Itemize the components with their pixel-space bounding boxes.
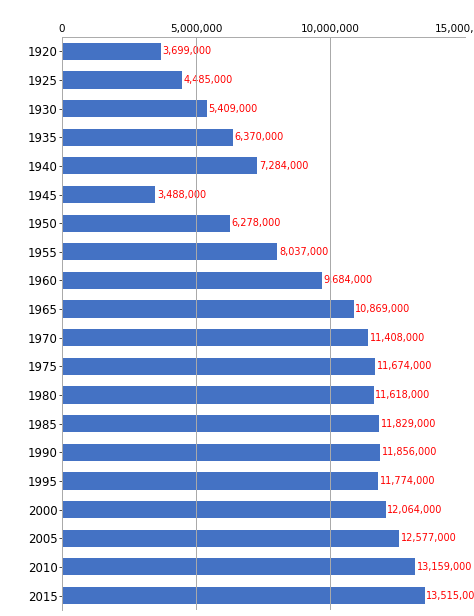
Text: 11,856,000: 11,856,000 [382,447,437,457]
Text: 5,409,000: 5,409,000 [209,103,258,113]
Bar [62,129,233,146]
Bar [62,157,257,174]
Text: 9,684,000: 9,684,000 [323,275,373,285]
Bar [62,214,230,232]
Bar [62,358,375,375]
Text: 10,869,000: 10,869,000 [355,304,410,314]
Bar [62,444,380,461]
Text: 11,829,000: 11,829,000 [381,419,437,429]
Bar [62,558,415,575]
Bar [62,43,161,60]
Text: 11,618,000: 11,618,000 [375,390,430,400]
Text: 13,515,000: 13,515,000 [426,591,474,601]
Text: 11,408,000: 11,408,000 [370,333,425,342]
Bar [62,100,207,117]
Text: 12,577,000: 12,577,000 [401,533,457,543]
Text: 3,488,000: 3,488,000 [157,190,206,200]
Bar [62,272,322,289]
Bar [62,530,400,547]
Text: 13,159,000: 13,159,000 [417,562,472,572]
Bar [62,301,354,318]
Text: 11,674,000: 11,674,000 [377,362,432,371]
Bar [62,243,277,261]
Bar [62,415,379,432]
Bar [62,472,378,490]
Bar [62,386,374,403]
Text: 11,774,000: 11,774,000 [380,476,435,486]
Bar [62,501,386,518]
Text: 3,699,000: 3,699,000 [163,46,212,56]
Text: 6,278,000: 6,278,000 [232,218,281,228]
Bar [62,71,182,89]
Bar [62,587,425,604]
Bar [62,186,155,203]
Text: 12,064,000: 12,064,000 [387,505,443,514]
Bar [62,329,368,346]
Text: 7,284,000: 7,284,000 [259,161,308,171]
Text: 4,485,000: 4,485,000 [184,75,233,85]
Text: 6,370,000: 6,370,000 [234,132,283,142]
Text: 8,037,000: 8,037,000 [279,247,328,257]
